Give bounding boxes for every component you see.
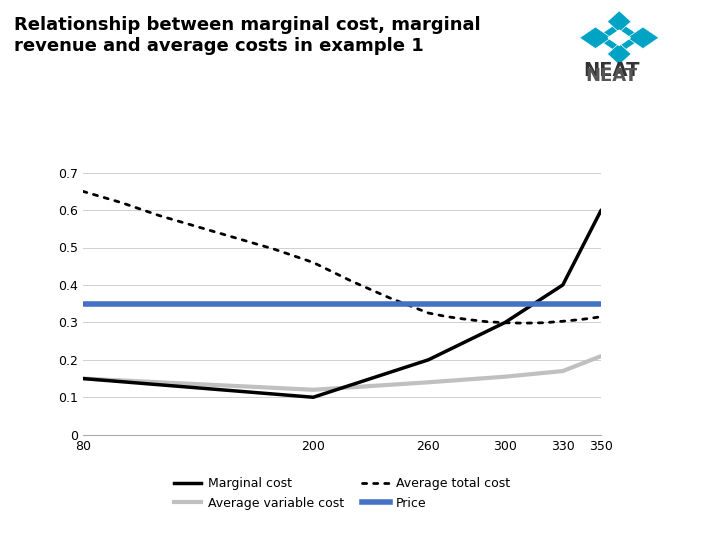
Polygon shape <box>580 27 611 49</box>
Legend: Marginal cost, Average variable cost, Average total cost, Price: Marginal cost, Average variable cost, Av… <box>174 477 510 510</box>
Text: NEAT: NEAT <box>585 66 637 85</box>
Polygon shape <box>627 27 659 49</box>
Polygon shape <box>608 30 630 45</box>
Text: NEAT: NEAT <box>583 60 639 80</box>
Polygon shape <box>595 22 643 54</box>
Text: Relationship between marginal cost, marginal
revenue and average costs in exampl: Relationship between marginal cost, marg… <box>14 16 481 55</box>
Polygon shape <box>607 43 631 65</box>
Polygon shape <box>607 11 631 32</box>
